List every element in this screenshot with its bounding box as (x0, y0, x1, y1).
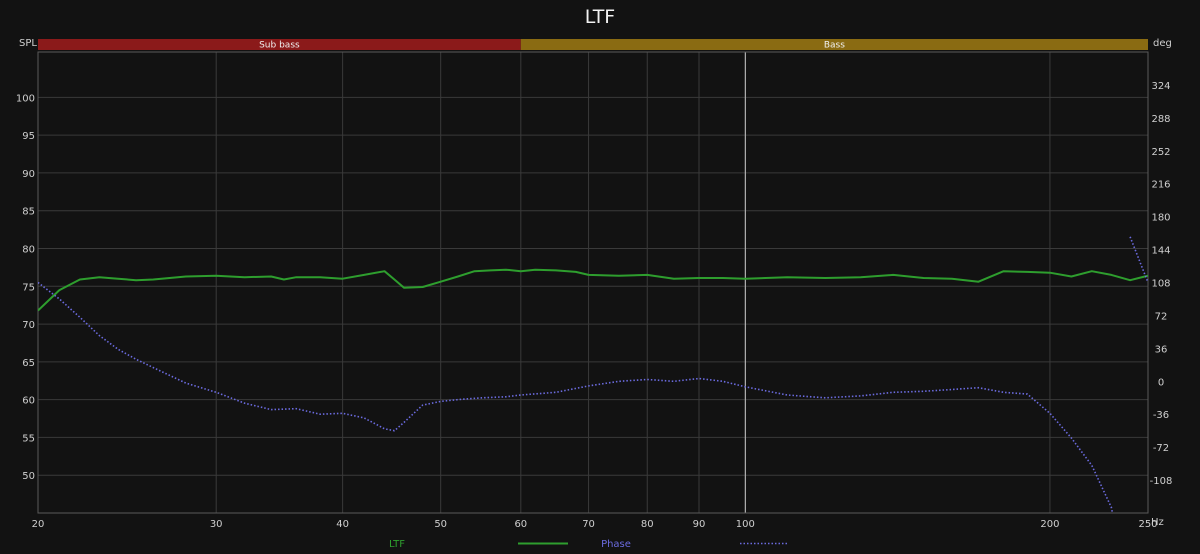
y-tick-100: 100 (16, 93, 35, 104)
x-tick-60: 60 (514, 519, 527, 530)
y2-tick-144: 144 (1151, 246, 1170, 257)
x-tick-80: 80 (641, 519, 654, 530)
plot-frame (37, 51, 1149, 514)
y-tick-90: 90 (22, 169, 35, 180)
y-tick-65: 65 (22, 358, 35, 369)
y-tick-95: 95 (22, 131, 35, 142)
legend: LTF Phase (389, 539, 788, 550)
x-tick-20: 20 (32, 519, 45, 530)
y-tick-55: 55 (22, 433, 35, 444)
y2-tick-0: 0 (1158, 377, 1164, 388)
y2-tick-252: 252 (1151, 147, 1170, 158)
y2-tick-288: 288 (1151, 114, 1170, 125)
x-tick-labels: 20 30 40 50 60 70 80 90 100 200 250 (32, 519, 1158, 530)
y2-tick-72: 72 (1155, 311, 1168, 322)
y2-tick-labels: -108 -72 -36 0 36 72 108 144 180 216 252 288 324 (1150, 81, 1173, 487)
y-axis-label: SPL (19, 38, 37, 49)
y-tick-80: 80 (22, 244, 35, 255)
legend-label-phase: Phase (601, 539, 631, 550)
band-0 (38, 39, 521, 50)
band-label-0: Sub bass (259, 41, 300, 51)
y2-tick-324: 324 (1151, 81, 1170, 92)
legend-label-ltf: LTF (389, 539, 405, 550)
band-1 (520, 39, 1148, 50)
y-tick-70: 70 (22, 320, 35, 331)
x-tick-40: 40 (336, 519, 349, 530)
y2-tick-108: 108 (1151, 279, 1170, 290)
y2-axis-label: deg (1153, 38, 1172, 49)
x-tick-50: 50 (434, 519, 447, 530)
x-tick-30: 30 (210, 519, 223, 530)
y-tick-60: 60 (22, 396, 35, 407)
frequency-bands: Sub bass Bass (38, 39, 1148, 51)
x-axis-unit: Hz (1151, 517, 1164, 528)
x-tick-100: 100 (736, 519, 755, 530)
x-tick-70: 70 (582, 519, 595, 530)
plot-border (37, 51, 1149, 514)
x-tick-90: 90 (693, 519, 706, 530)
chart-title: LTF (584, 6, 616, 28)
y2-tick-216: 216 (1151, 180, 1170, 191)
y2-tick-180: 180 (1151, 213, 1170, 224)
series-lines (38, 236, 1148, 513)
y2-tick--36: -36 (1153, 410, 1169, 421)
y-tick-50: 50 (22, 471, 35, 482)
y2-tick--72: -72 (1153, 443, 1169, 454)
y-tick-85: 85 (22, 207, 35, 218)
grid (38, 52, 1148, 513)
series-line-phase (38, 236, 1148, 513)
y-tick-75: 75 (22, 282, 35, 293)
series-line-ltf (38, 268, 1148, 312)
band-label-1: Bass (824, 41, 845, 51)
x-tick-200: 200 (1040, 519, 1059, 530)
y-tick-labels: 50 55 60 65 70 75 80 85 90 95 100 (16, 93, 35, 482)
y2-tick-36: 36 (1155, 344, 1168, 355)
x-tick-250: 250 (1138, 519, 1157, 530)
y2-tick--108: -108 (1150, 476, 1173, 487)
